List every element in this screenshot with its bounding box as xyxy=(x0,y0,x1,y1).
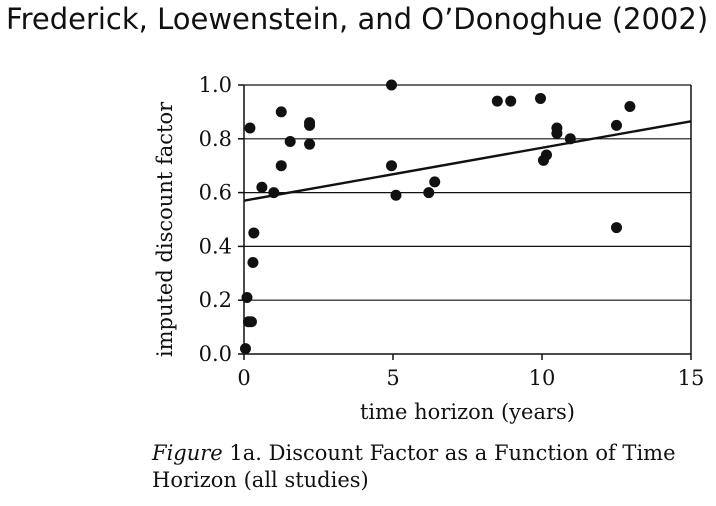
x-tick-label-0: 0 xyxy=(237,366,250,390)
x-tick-label-3: 15 xyxy=(678,366,705,390)
data-point-26 xyxy=(551,122,563,134)
trendline xyxy=(243,120,692,202)
caption-text: Discount Factor as a Function of Time Ho… xyxy=(152,441,676,492)
data-point-6 xyxy=(248,227,260,239)
data-point-9 xyxy=(275,160,287,172)
page-title: Frederick, Loewenstein, and O’Donoghue (… xyxy=(6,2,709,36)
data-point-10 xyxy=(275,106,287,118)
data-point-1 xyxy=(241,292,253,304)
data-point-8 xyxy=(268,187,280,199)
data-point-22 xyxy=(535,92,547,104)
y-tick-label-1: 0.2 xyxy=(199,288,232,312)
data-point-5 xyxy=(247,257,259,269)
grid-lines xyxy=(244,84,691,301)
data-point-0 xyxy=(239,343,251,355)
tick-labels: 0.0 0.2 0.4 0.6 0.8 1.0 0 5 10 15 xyxy=(199,73,705,390)
data-point-29 xyxy=(611,119,622,131)
y-tick-label-0: 0.0 xyxy=(199,342,232,366)
data-point-7 xyxy=(256,181,268,193)
data-point-11 xyxy=(284,135,296,147)
x-tick-label-2: 10 xyxy=(529,366,556,390)
y-tick-label-3: 0.6 xyxy=(199,181,232,205)
data-point-21 xyxy=(505,95,517,107)
x-axis-label: time horizon (years) xyxy=(360,400,575,424)
scatter-chart: 0.0 0.2 0.4 0.6 0.8 1.0 0 5 10 15 time horizon (y… xyxy=(153,73,705,424)
data-point-18 xyxy=(423,187,435,199)
data-point-30 xyxy=(624,101,636,113)
data-point-4 xyxy=(244,122,256,134)
data-point-24 xyxy=(540,149,552,161)
y-axis-label: imputed discount factor xyxy=(153,101,177,357)
y-tick-label-4: 0.8 xyxy=(199,127,232,151)
data-point-3 xyxy=(245,316,257,328)
y-tick-label-5: 1.0 xyxy=(199,73,232,97)
data-point-15 xyxy=(386,160,398,172)
axes xyxy=(238,84,692,360)
data-points xyxy=(239,79,636,355)
data-point-12 xyxy=(304,138,316,150)
caption-figure-word: Figure xyxy=(152,441,223,465)
y-tick-label-2: 0.4 xyxy=(199,234,232,258)
data-point-27 xyxy=(564,133,576,145)
figure-caption: Figure 1a. Discount Factor as a Function… xyxy=(152,440,712,494)
data-point-20 xyxy=(491,95,503,107)
data-point-19 xyxy=(429,176,441,188)
data-point-28 xyxy=(611,222,622,234)
caption-figure-number: 1a. xyxy=(229,441,262,465)
data-point-16 xyxy=(386,79,398,91)
x-tick-label-1: 5 xyxy=(386,366,399,390)
trendline-layer xyxy=(243,120,692,202)
data-point-14 xyxy=(304,117,316,129)
data-point-17 xyxy=(390,189,402,201)
